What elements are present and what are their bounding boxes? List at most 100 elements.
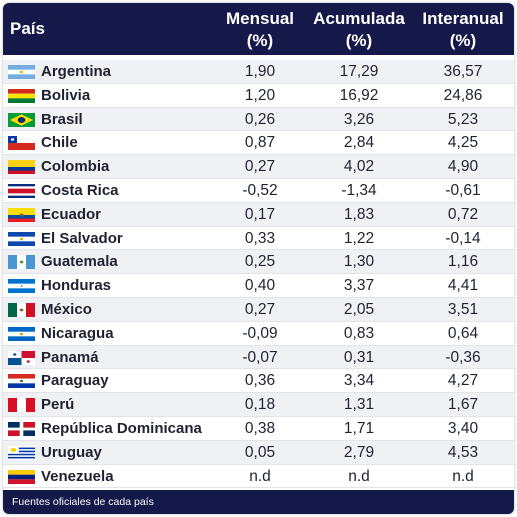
table-row: Perú 0,18 1,31 1,67 — [3, 393, 514, 417]
table-row: Nicaragua -0,09 0,83 0,64 — [3, 322, 514, 346]
acumulada-value: 3,26 — [343, 110, 375, 128]
table-row: Paraguay 0,36 3,34 4,27 — [3, 369, 514, 394]
table-row: Uruguay 0,05 2,79 4,53 — [3, 440, 514, 465]
country-header-label: País — [10, 19, 45, 38]
mensual-value: 0,38 — [244, 419, 276, 437]
country-name: Panamá — [41, 348, 99, 366]
country-name: Ecuador — [41, 205, 102, 223]
mensual-value: 0,26 — [244, 110, 276, 128]
bolivia-flag-icon — [8, 88, 35, 103]
column-header-mensual: Mensual (%) — [216, 8, 304, 52]
interanual-value: 4,53 — [447, 443, 479, 461]
country-name: República Dominicana — [41, 419, 202, 437]
mensual-value: -0,07 — [242, 348, 278, 366]
acumulada-value: 3,34 — [343, 372, 375, 390]
country-name: Nicaragua — [41, 324, 114, 342]
country-name: México — [41, 300, 92, 318]
interanual-value: 0,72 — [447, 205, 479, 223]
interanual-value: 3,40 — [447, 419, 479, 437]
table-row: Brasil 0,26 3,26 5,23 — [3, 107, 514, 132]
acumulada-value: 2,79 — [343, 443, 375, 461]
country-name: Colombia — [41, 158, 110, 176]
interanual-value: 36,57 — [443, 63, 483, 80]
paraguay-flag-icon — [8, 374, 35, 389]
country-name: Venezuela — [41, 467, 114, 485]
country-name: Bolivia — [41, 86, 91, 104]
table-row: Bolivia 1,20 16,92 24,86 — [3, 84, 514, 108]
acumulada-header-unit: (%) — [345, 31, 373, 50]
interanual-value: n.d — [452, 467, 474, 485]
mensual-value: 0,27 — [244, 300, 276, 318]
interanual-value: -0,61 — [445, 181, 481, 199]
acumulada-value: 1,22 — [343, 229, 375, 247]
table-row: Guatemala 0,25 1,30 1,16 — [3, 250, 514, 275]
dominican-republic-flag-icon — [8, 421, 35, 436]
acumulada-value: 16,92 — [339, 86, 379, 104]
country-name: Perú — [41, 396, 75, 414]
country-name: Uruguay — [41, 443, 102, 461]
acumulada-value: 2,84 — [343, 134, 375, 152]
interanual-header-unit: (%) — [449, 31, 477, 50]
table-row: Colombia 0,27 4,02 4,90 — [3, 155, 514, 179]
mensual-header-label: Mensual — [225, 9, 295, 28]
table-footer: Fuentes oficiales de cada país — [3, 490, 514, 514]
mensual-value: 0,36 — [244, 372, 276, 390]
mensual-value: 0,25 — [244, 253, 276, 271]
acumulada-value: -1,34 — [341, 181, 377, 199]
brasil-flag-icon — [8, 112, 35, 127]
interanual-value: 3,51 — [447, 300, 479, 318]
interanual-value: 1,67 — [447, 396, 479, 414]
table-row: México 0,27 2,05 3,51 — [3, 297, 514, 322]
inflation-table-card: País Mensual (%) Acumulada (%) Interanua… — [3, 3, 514, 514]
acumulada-value: 1,30 — [343, 253, 375, 271]
table-row: El Salvador 0,33 1,22 -0,14 — [3, 227, 514, 251]
source-note: Fuentes oficiales de cada país — [12, 496, 154, 508]
costa-rica-flag-icon — [8, 183, 35, 198]
mensual-value: 0,05 — [244, 443, 276, 461]
acumulada-value: 0,83 — [343, 324, 375, 342]
ecuador-flag-icon — [8, 207, 35, 222]
acumulada-value: 1,31 — [343, 396, 375, 414]
table-row: Honduras 0,40 3,37 4,41 — [3, 274, 514, 298]
interanual-value: 4,27 — [447, 372, 479, 390]
peru-flag-icon — [8, 398, 35, 413]
acumulada-value: n.d — [348, 467, 370, 485]
table-row: Chile 0,87 2,84 4,25 — [3, 131, 514, 156]
mensual-value: 0,33 — [244, 229, 276, 247]
el-salvador-flag-icon — [8, 231, 35, 246]
mensual-value: -0,52 — [242, 181, 278, 199]
table-row: Panamá -0,07 0,31 -0,36 — [3, 345, 514, 370]
mensual-value: 0,17 — [244, 205, 276, 223]
interanual-value: -0,36 — [445, 348, 481, 366]
acumulada-value: 3,37 — [343, 277, 375, 295]
mensual-value: 0,40 — [244, 277, 276, 295]
argentina-flag-icon — [8, 65, 35, 79]
interanual-value: 1,16 — [447, 253, 479, 271]
country-name: Argentina — [41, 63, 112, 80]
table-row: República Dominicana 0,38 1,71 3,40 — [3, 417, 514, 441]
interanual-value: 4,41 — [447, 277, 479, 295]
acumulada-header-label: Acumulada — [313, 9, 405, 28]
table-row: Costa Rica -0,52 -1,34 -0,61 — [3, 179, 514, 203]
table-row: Venezuela n.d n.d n.d — [3, 465, 514, 489]
uruguay-flag-icon — [8, 445, 35, 460]
mensual-value: 0,27 — [244, 158, 276, 176]
country-name: Paraguay — [41, 372, 109, 390]
acumulada-value: 1,83 — [343, 205, 375, 223]
mensual-value: 1,90 — [244, 63, 276, 80]
panama-flag-icon — [8, 350, 35, 365]
mensual-header-unit: (%) — [246, 31, 274, 50]
table-row: Argentina 1,90 17,29 36,57 — [3, 60, 514, 84]
country-name: Brasil — [41, 110, 83, 128]
mensual-value: 1,20 — [244, 86, 276, 104]
venezuela-flag-icon — [8, 469, 35, 484]
acumulada-value: 4,02 — [343, 158, 375, 176]
interanual-value: 4,25 — [447, 134, 479, 152]
acumulada-value: 1,71 — [343, 419, 375, 437]
mexico-flag-icon — [8, 302, 35, 317]
mensual-value: -0,09 — [242, 324, 278, 342]
mensual-value: 0,18 — [244, 396, 276, 414]
country-name: El Salvador — [41, 229, 123, 247]
interanual-value: -0,14 — [445, 229, 481, 247]
column-header-interanual: Interanual (%) — [414, 8, 512, 52]
